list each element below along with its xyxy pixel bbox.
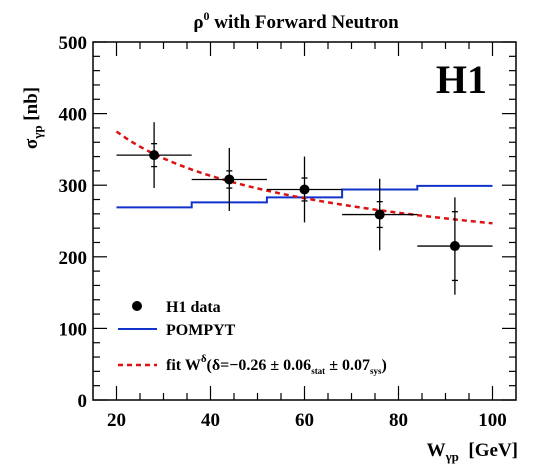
y-tick-label: 400 — [59, 105, 88, 126]
y-axis-label-sub: γp — [30, 125, 45, 139]
fit-label-sys: sys — [370, 366, 382, 376]
data-point — [149, 150, 160, 161]
fit-label-close: ) — [381, 357, 386, 374]
data-point — [299, 184, 310, 195]
legend-label-pompyt: POMPYT — [166, 322, 236, 339]
data-point-group — [266, 156, 343, 223]
h1-data-series — [116, 122, 493, 295]
fit-label-stat: stat — [311, 366, 325, 376]
chart-title-rest: with Forward Neutron — [210, 12, 400, 33]
h1-logo: H1 — [436, 57, 487, 102]
data-point — [449, 241, 460, 252]
data-point-group — [417, 197, 493, 295]
chart-title-rho: ρ — [193, 12, 203, 33]
y-tick-label: 100 — [59, 319, 88, 340]
fit-label-sup: δ — [201, 353, 207, 365]
x-tick-label: 40 — [201, 410, 220, 431]
fit-label-value: −0.26 ± 0.06 — [229, 357, 311, 374]
x-tick-label: 20 — [107, 410, 126, 431]
y-axis-label-rest: [nb] — [21, 87, 42, 126]
legend-label-fit: fit Wδ(δ=−0.26 ± 0.06stat ± 0.07sys) — [166, 353, 387, 376]
y-axis-ticks — [93, 41, 516, 401]
legend: H1 data POMPYT fit Wδ(δ=−0.26 ± 0.06stat… — [118, 299, 387, 376]
x-tick-label: 60 — [295, 410, 314, 431]
chart-title: ρ0 with Forward Neutron — [193, 9, 399, 33]
x-axis-label-rest: [GeV] — [459, 440, 518, 461]
fit-label-mid: ± 0.07 — [325, 357, 370, 374]
y-axis-tick-labels: 0 100 200 300 400 500 — [59, 33, 88, 412]
x-tick-label: 100 — [478, 410, 507, 431]
chart-title-sup: 0 — [204, 9, 210, 23]
x-axis-label-sub: γp — [445, 449, 459, 464]
data-point-group — [191, 147, 267, 211]
fit-label-lead: fit W — [166, 357, 201, 374]
y-tick-label: 0 — [78, 391, 88, 412]
y-tick-label: 200 — [59, 248, 88, 269]
x-axis-label-w: W — [427, 440, 446, 461]
y-axis-label: σγp [nb] — [21, 87, 45, 149]
data-point — [374, 209, 385, 220]
data-point — [224, 174, 235, 185]
x-axis-ticks — [115, 42, 494, 400]
x-axis-label: Wγp [GeV] — [427, 440, 518, 464]
fit-label-open: (δ= — [207, 357, 230, 374]
x-tick-label: 80 — [389, 410, 408, 431]
data-point-group — [342, 178, 418, 251]
data-point-group — [116, 122, 192, 189]
legend-label-h1-data: H1 data — [166, 299, 221, 316]
y-tick-label: 500 — [59, 33, 88, 54]
y-tick-label: 300 — [59, 176, 88, 197]
x-axis-tick-labels: 20 40 60 80 100 — [107, 410, 507, 431]
legend-marker-h1-data — [132, 301, 142, 311]
y-axis-label-sigma: σ — [21, 138, 42, 149]
